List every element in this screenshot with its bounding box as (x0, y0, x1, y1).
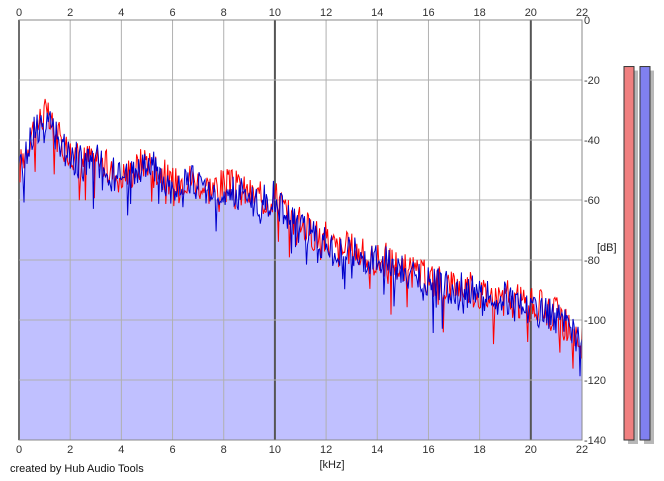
x-tick-label-bottom: 2 (67, 444, 73, 456)
y-tick-label: 0 (584, 15, 590, 27)
x-tick-label-top: 12 (320, 7, 332, 19)
spectrum-fill (19, 111, 582, 441)
series-red-line (18, 98, 583, 369)
y-tick-labels: 0 -20 -40 -60 -80 -100 -120 -140 (584, 15, 606, 447)
y-tick-label: -20 (584, 75, 600, 87)
y-tick-label: -80 (584, 255, 600, 267)
x-tick-label-bottom: 0 (16, 444, 22, 456)
x-tick-label-bottom: 14 (371, 444, 383, 456)
level-meter-bar (623, 66, 635, 441)
x-tick-label-top: 4 (118, 7, 124, 19)
level-meter-bar (639, 66, 651, 441)
x-tick-label-bottom: 20 (525, 444, 537, 456)
x-tick-labels-bottom: 0 2 4 6 8 10 12 14 16 18 20 22 (16, 444, 588, 456)
x-tick-label-top: 6 (169, 7, 175, 19)
x-tick-label-bottom: 18 (474, 444, 486, 456)
x-tick-label-bottom: 8 (221, 444, 227, 456)
x-tick-label-bottom: 22 (576, 444, 588, 456)
x-tick-label-top: 18 (474, 7, 486, 19)
x-tick-labels-top: 0 2 4 6 8 10 12 14 16 18 20 22 (16, 7, 588, 19)
y-axis-label: [dB] (597, 242, 617, 254)
y-tick-label: -100 (584, 315, 606, 327)
series-blue-line (18, 111, 583, 377)
credit-text: created by Hub Audio Tools (10, 463, 144, 475)
x-tick-label-top: 22 (576, 7, 588, 19)
x-tick-label-bottom: 4 (118, 444, 124, 456)
x-tick-label-top: 16 (422, 7, 434, 19)
y-tick-label: -60 (584, 195, 600, 207)
x-tick-label-top: 10 (269, 7, 281, 19)
plot-frame (18, 19, 583, 441)
y-tick-label: -140 (584, 435, 606, 447)
x-tick-label-top: 20 (525, 7, 537, 19)
y-tick-label: -120 (584, 375, 606, 387)
x-tick-label-top: 14 (371, 7, 383, 19)
x-tick-label-top: 2 (67, 7, 73, 19)
x-tick-label-bottom: 12 (320, 444, 332, 456)
y-tick-label: -40 (584, 135, 600, 147)
x-tick-label-top: 0 (16, 7, 22, 19)
x-axis-label: [kHz] (319, 459, 344, 471)
level-meters (623, 66, 654, 445)
x-tick-label-bottom: 6 (169, 444, 175, 456)
x-tick-label-bottom: 10 (269, 444, 281, 456)
x-tick-label-top: 8 (221, 7, 227, 19)
x-tick-label-bottom: 16 (422, 444, 434, 456)
